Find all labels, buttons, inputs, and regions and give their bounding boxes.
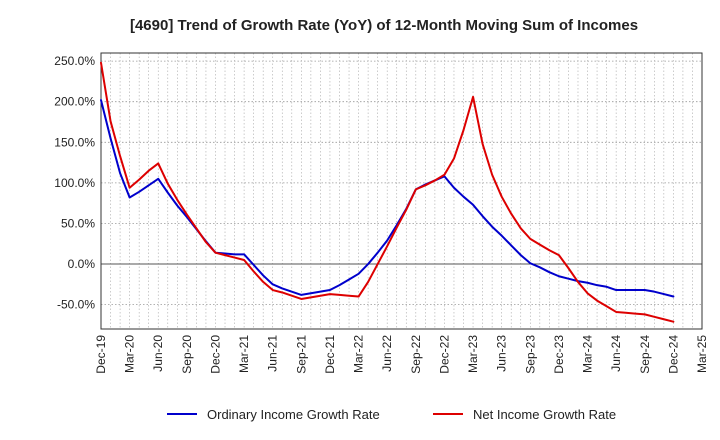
x-tick-label: Jun-21	[266, 335, 280, 372]
x-tick-label: Jun-24	[609, 335, 623, 372]
x-tick-label: Jun-20	[151, 335, 165, 372]
y-tick-label: 100.0%	[54, 176, 95, 190]
legend: Ordinary Income Growth Rate Net Income Gr…	[167, 407, 616, 422]
x-tick-label: Mar-20	[123, 335, 137, 373]
y-tick-label: 250.0%	[54, 54, 95, 68]
axes: -50.0% 0.0% 50.0% 100.0% 150.0% 200.0% 250.0% D…	[54, 52, 709, 374]
plot-frame	[100, 52, 703, 330]
x-tick-label: Sep-22	[409, 335, 423, 374]
y-tick-label: 150.0%	[54, 135, 95, 149]
x-tick-label: Jun-22	[380, 335, 394, 372]
x-tick-label: Jun-23	[495, 335, 509, 372]
y-tick-label: 0.0%	[68, 257, 96, 271]
y-tick-label: -50.0%	[57, 298, 95, 312]
x-tick-label: Sep-21	[294, 335, 308, 374]
plot-background	[101, 53, 702, 329]
series-lines	[100, 61, 675, 323]
x-tick-label: Sep-24	[638, 335, 652, 374]
chart-title: [4690] Trend of Growth Rate (YoY) of 12-…	[130, 17, 638, 34]
y-tick-label: 200.0%	[54, 95, 95, 109]
legend-label: Ordinary Income Growth Rate	[207, 407, 380, 422]
x-tick-label: Dec-22	[437, 335, 451, 374]
x-tick-label: Dec-21	[323, 335, 337, 374]
grid-lines	[100, 53, 703, 329]
x-tick-label: Mar-24	[581, 335, 595, 373]
net-income-growth-line	[100, 61, 675, 323]
x-tick-label: Dec-20	[208, 335, 222, 374]
x-tick-label: Sep-23	[523, 335, 537, 374]
x-tick-label: Sep-20	[180, 335, 194, 374]
y-tick-label: 50.0%	[61, 216, 95, 230]
x-tick-label: Mar-25	[695, 335, 709, 373]
x-tick-label: Dec-23	[552, 335, 566, 374]
legend-label: Net Income Growth Rate	[473, 407, 616, 422]
x-tick-label: Dec-24	[666, 335, 680, 374]
x-tick-label: Mar-21	[237, 335, 251, 373]
x-tick-label: Mar-23	[466, 335, 480, 373]
x-tick-label: Mar-22	[352, 335, 366, 373]
x-tick-label: Dec-19	[94, 335, 108, 374]
